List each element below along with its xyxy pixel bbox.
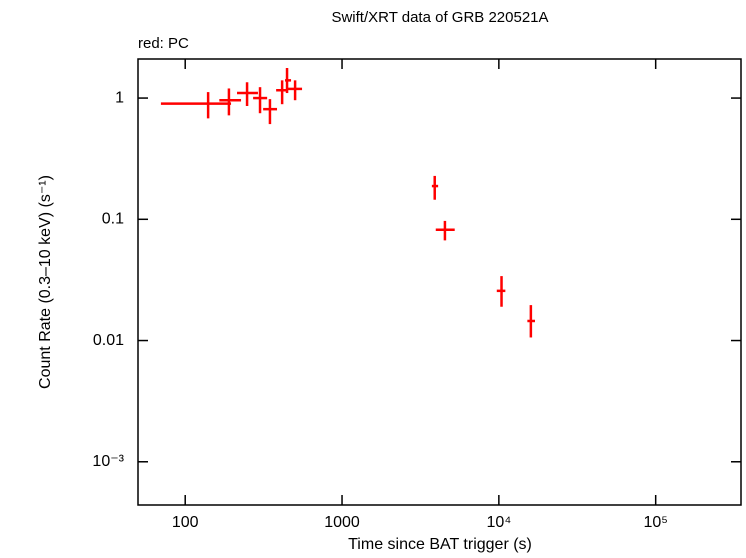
x-axis-label: Time since BAT trigger (s): [348, 536, 532, 553]
x-tick-label: 10⁴: [487, 514, 512, 531]
y-tick-label: 0.01: [93, 332, 124, 349]
subtitle: red: PC: [138, 35, 189, 52]
x-tick-label: 1000: [324, 514, 360, 531]
x-tick-label: 10⁵: [643, 514, 667, 531]
chart-title: Swift/XRT data of GRB 220521A: [331, 9, 548, 26]
y-axis-label: Count Rate (0.3–10 keV) (s⁻¹): [37, 175, 54, 389]
y-tick-label: 0.1: [102, 211, 124, 228]
y-tick-label: 10⁻³: [92, 453, 124, 470]
x-tick-label: 100: [172, 514, 199, 531]
plot-frame: [137, 58, 742, 506]
y-tick-label: 1: [115, 89, 124, 106]
